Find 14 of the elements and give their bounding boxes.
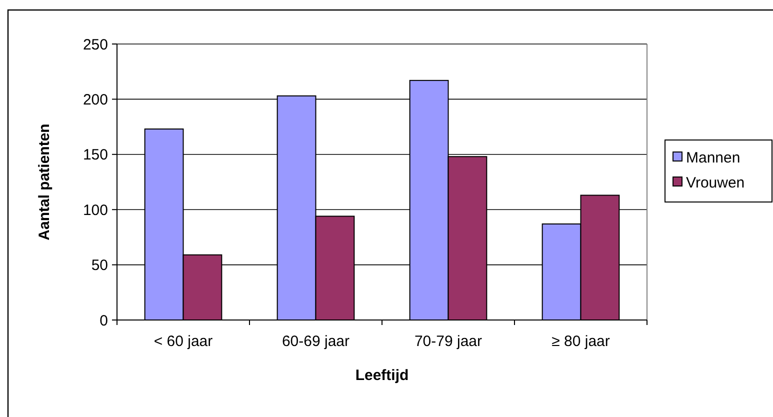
x-tick-label: ≥ 80 jaar [552, 333, 610, 350]
y-tick-label: 0 [100, 312, 108, 330]
x-axis-title: Leeftijd [355, 367, 409, 384]
x-tick-label: 60-69 jaar [282, 333, 350, 350]
y-tick-label: 200 [82, 91, 108, 108]
legend-label: Vrouwen [686, 174, 745, 192]
y-tick-label: 50 [91, 257, 108, 274]
y-tick-label: 150 [82, 146, 108, 164]
x-tick-label: 70-79 jaar [414, 333, 482, 350]
y-axis-title: Aantal patienten [36, 124, 53, 240]
x-tick-label: < 60 jaar [154, 333, 213, 350]
y-tick-label: 100 [82, 202, 108, 219]
y-tick-label: 250 [82, 36, 108, 54]
legend-label: Mannen [686, 149, 740, 166]
